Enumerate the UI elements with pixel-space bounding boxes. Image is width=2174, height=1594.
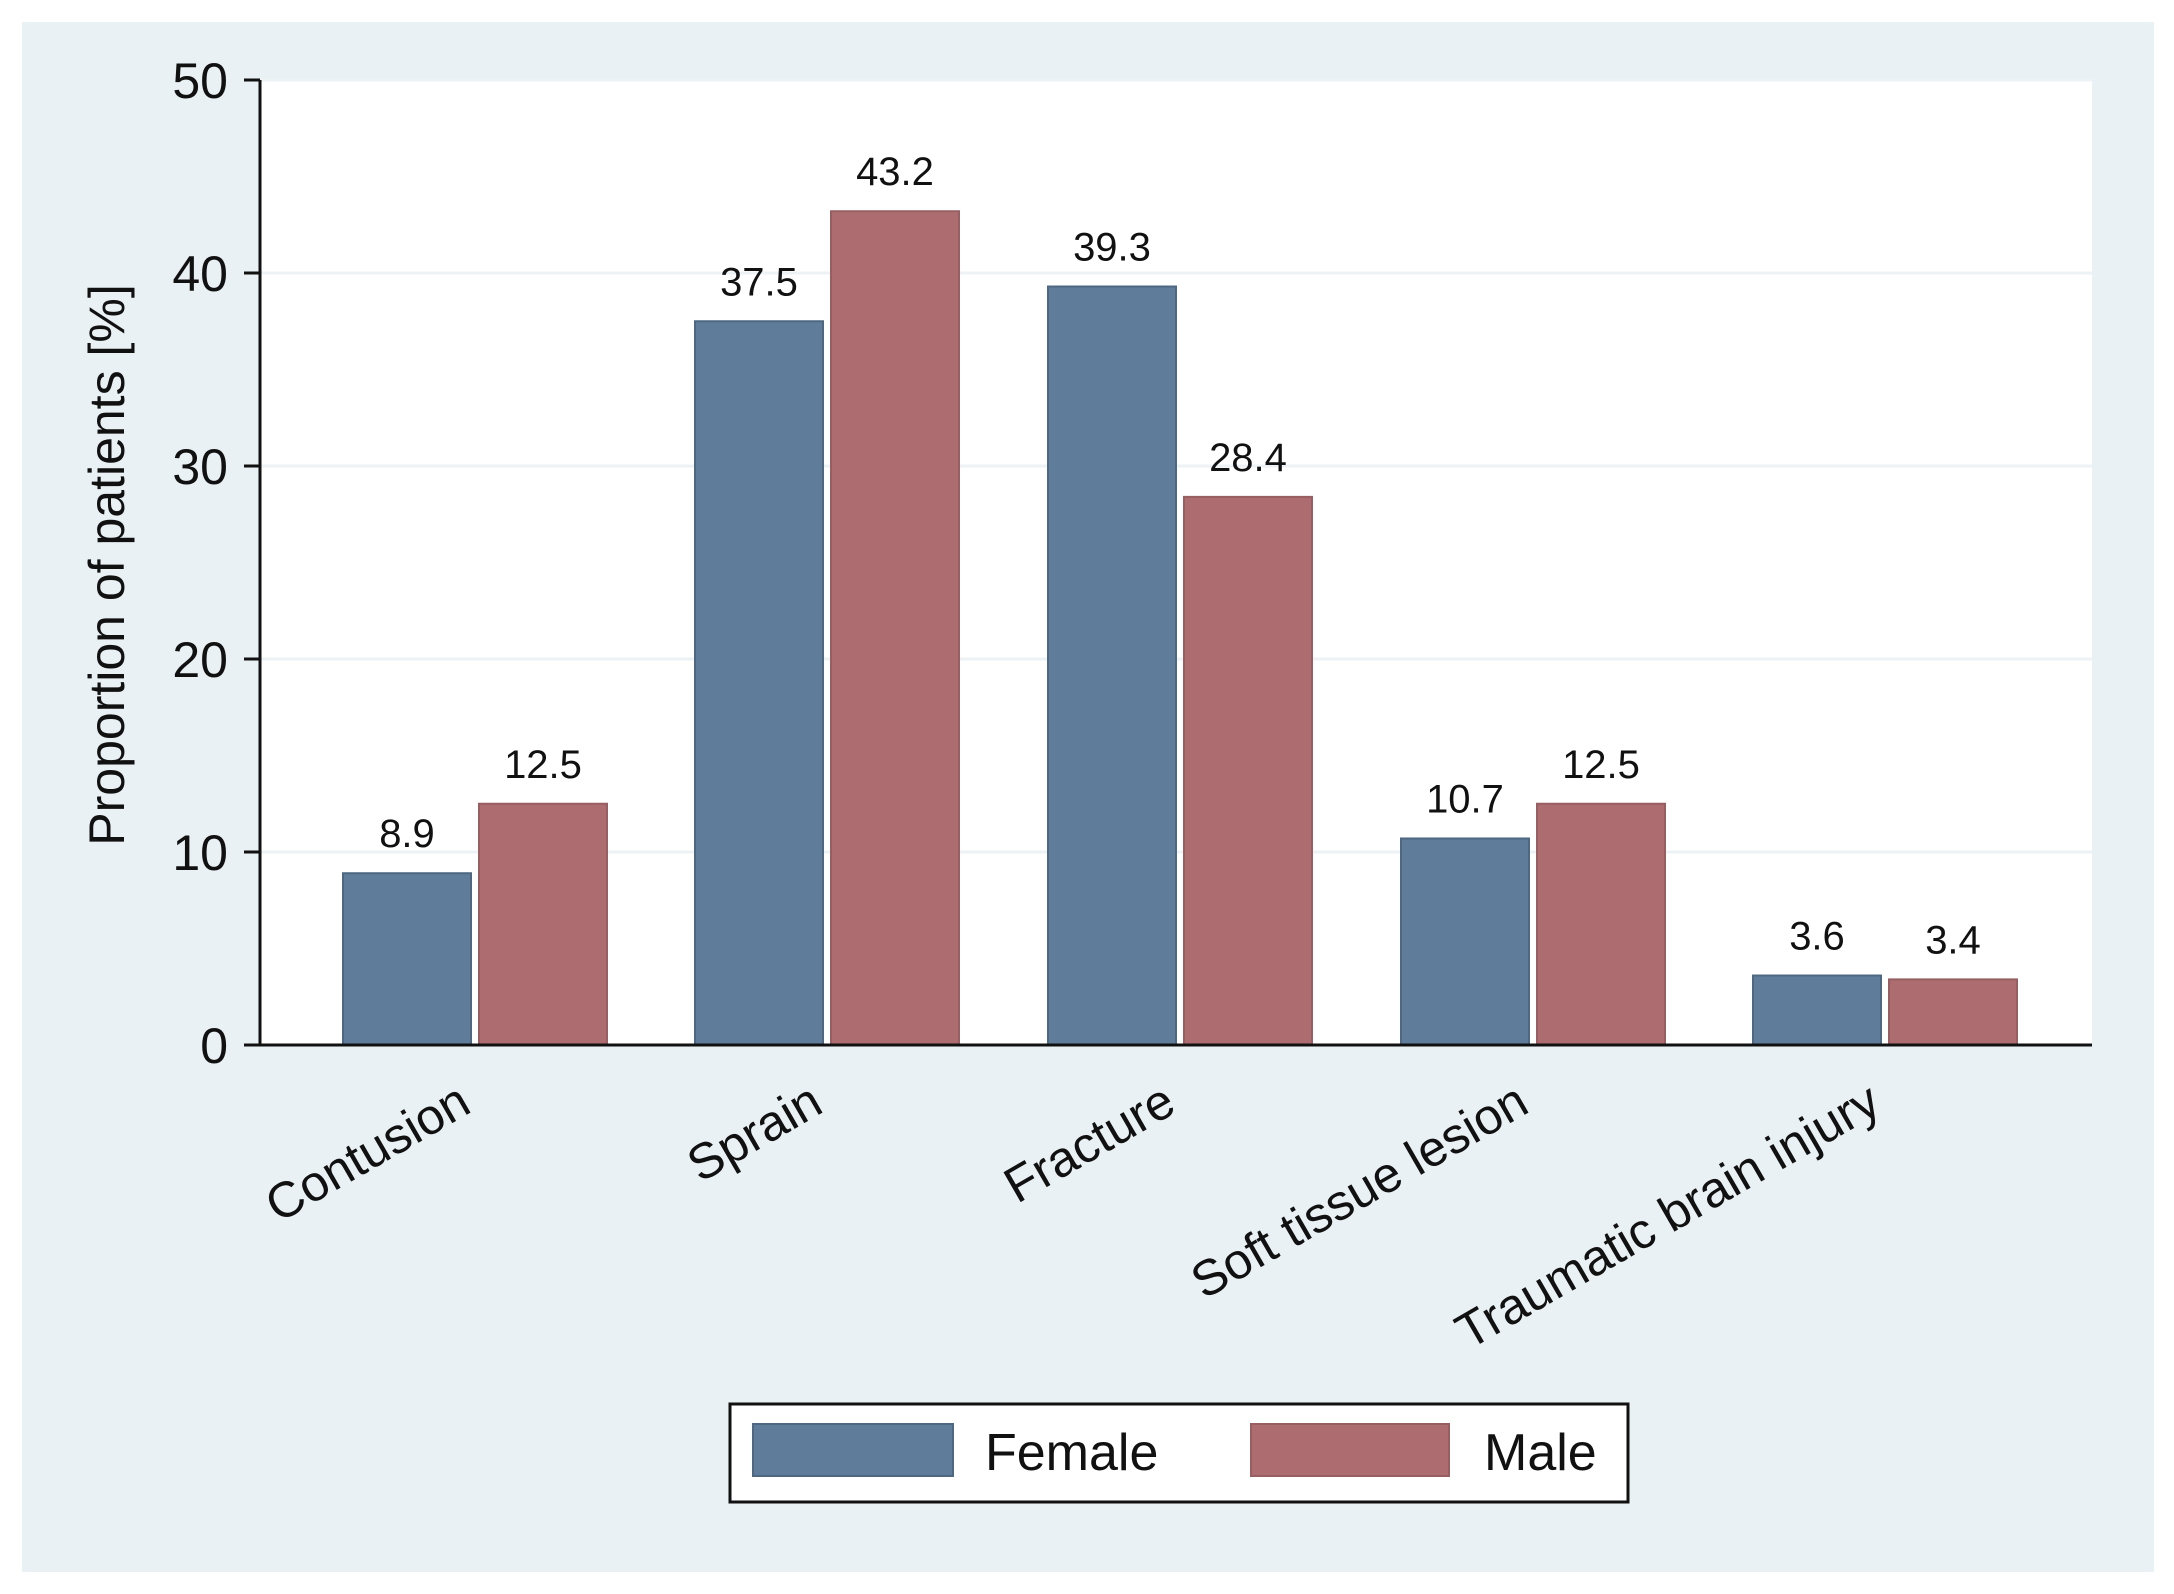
bar-male-traumatic-brain-injury [1888,978,2018,1047]
bar-female-sprain [694,320,824,1046]
y-axis-tick-label: 50 [172,53,228,109]
bar-value-label: 39.3 [1073,226,1151,270]
bar-male-soft-tissue-lesion [1536,802,1666,1046]
bar-female-soft-tissue-lesion [1400,837,1530,1046]
y-axis-label: Proportion of patients [%] [79,284,135,845]
legend: Female Male [728,1402,1630,1504]
bar-value-label: 10.7 [1426,777,1504,821]
bar-female-traumatic-brain-injury [1752,974,1882,1047]
y-axis-tick-label: 40 [172,246,228,302]
y-axis-tick-labels: 0 10 20 30 40 50 [172,53,228,1074]
bar-value-label: 28.4 [1209,436,1287,480]
bar-value-label: 43.2 [856,150,934,194]
bar-value-label: 8.9 [379,812,435,856]
bar-value-label: 12.5 [1562,743,1640,787]
bar-female-contusion [342,872,472,1046]
y-axis-tick-label: 30 [172,439,228,495]
legend-swatch-female [752,1423,954,1477]
bar-value-labels: 8.9 12.5 37.5 43.2 39.3 28.4 10.7 12.5 3.6 3.4 [379,150,1981,962]
bar-value-label: 3.4 [1925,918,1981,962]
y-axis-tick-label: 0 [200,1018,228,1074]
legend-label-male: Male [1484,1424,1597,1482]
bar-value-label: 37.5 [720,260,798,304]
y-axis-tick-label: 20 [172,632,228,688]
bar-value-label: 12.5 [504,743,582,787]
bar-male-sprain [830,210,960,1047]
bar-female-fracture [1047,285,1177,1046]
legend-label-female: Female [985,1424,1158,1482]
y-axis-tick-label: 10 [172,825,228,881]
bars-group [342,210,2018,1047]
legend-swatch-male [1250,1423,1450,1477]
bar-male-fracture [1183,495,1313,1046]
y-axis-ticks [244,78,260,1047]
bar-value-label: 3.6 [1789,915,1845,959]
bar-male-contusion [478,802,608,1046]
